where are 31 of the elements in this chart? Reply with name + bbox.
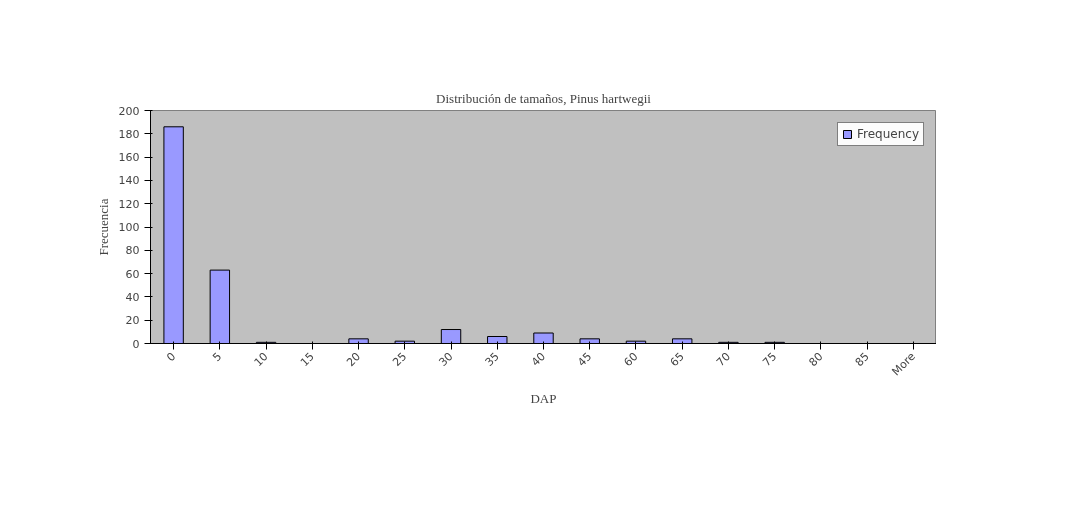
y-tick-label: 100 xyxy=(118,221,140,234)
x-tick-label: 5 xyxy=(210,349,225,365)
y-axis-title: Frecuencia xyxy=(95,198,111,256)
x-axis-title: DAP xyxy=(530,390,557,406)
y-tick-label: 80 xyxy=(125,244,140,258)
x-tick-label: 85 xyxy=(852,349,872,369)
y-tick-label: 0 xyxy=(132,337,140,351)
x-tick-label: 30 xyxy=(436,349,456,369)
y-tick-label: 60 xyxy=(125,267,140,281)
x-tick-label: 75 xyxy=(760,349,780,369)
x-tick-label: 25 xyxy=(390,349,410,369)
x-tick-label: 80 xyxy=(806,349,826,369)
chart-title: Distribución de tamaños, Pinus hartwegii xyxy=(436,90,652,106)
y-tick-label: 140 xyxy=(118,174,140,188)
x-tick-label: 65 xyxy=(667,349,687,369)
x-tick-label: 15 xyxy=(297,349,317,369)
x-tick-label: 10 xyxy=(251,349,271,369)
y-tick-label: 40 xyxy=(125,290,140,304)
x-tick-label: 35 xyxy=(482,349,502,369)
y-tick-label: 120 xyxy=(118,197,140,211)
x-tick-label: 0 xyxy=(164,349,179,365)
y-tick-label: 160 xyxy=(118,151,140,165)
y-tick-label: 20 xyxy=(125,314,140,328)
y-tick-label: 180 xyxy=(118,127,140,141)
x-tick-label: 70 xyxy=(713,349,734,369)
x-tick-label: 45 xyxy=(575,349,595,369)
y-tick-label: 200 xyxy=(118,104,140,118)
legend-label: Frequency xyxy=(857,127,919,141)
x-tick-label: 20 xyxy=(344,349,364,369)
x-tick-label: 40 xyxy=(529,349,549,369)
x-tick-label: 60 xyxy=(621,349,641,369)
